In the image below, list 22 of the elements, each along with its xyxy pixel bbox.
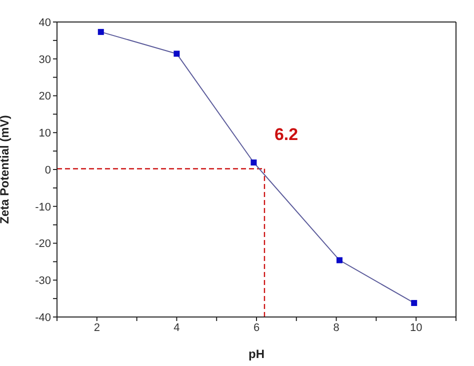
x-tick-label: 4: [174, 322, 180, 334]
point: [174, 50, 180, 57]
y-tick-label: 10: [38, 128, 51, 140]
x-tick-label: 6: [253, 322, 260, 334]
y-tick-label: 0: [44, 164, 51, 176]
y-tick-label: 40: [38, 16, 51, 29]
x-tick-label: 2: [94, 322, 100, 334]
point: [336, 257, 342, 264]
y-tick-label: 30: [38, 54, 51, 66]
y-tick-label: -20: [35, 238, 51, 250]
x-tick-label: 10: [410, 322, 422, 334]
y-tick-label: -10: [35, 201, 51, 214]
point: [411, 300, 418, 306]
x-tick-label: 8: [333, 322, 340, 334]
y-axis-title: Zeta Potential (mV): [0, 115, 12, 224]
y-tick-label: 20: [38, 90, 51, 103]
point: [98, 28, 104, 35]
y-tick-label: -30: [35, 275, 51, 288]
ref-line-label: 6.2: [274, 124, 298, 144]
point: [250, 159, 257, 166]
y-tick-label: -40: [35, 312, 51, 324]
x-axis-title: pH: [248, 347, 264, 361]
